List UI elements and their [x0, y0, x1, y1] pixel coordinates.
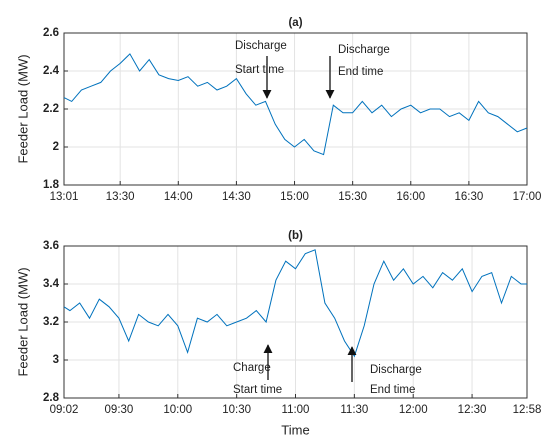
- y-tick-label: 3.4: [43, 278, 60, 290]
- data-line: [63, 249, 527, 358]
- data-line: [63, 53, 528, 156]
- annotation: Discharge: [338, 44, 390, 56]
- annotation: End time: [338, 66, 383, 78]
- x-tick-label: 10:30: [222, 404, 251, 416]
- x-tick-label: 09:30: [105, 404, 134, 416]
- y-tick-label: 1.8: [43, 179, 60, 191]
- axes-box: [63, 245, 528, 399]
- y-tick-label: 2.6: [43, 27, 59, 39]
- x-tick-label: 16:30: [454, 191, 483, 203]
- x-tick-label: 12:58: [513, 404, 542, 416]
- panel-title: (a): [288, 17, 302, 29]
- y-tick-label: 3.2: [43, 316, 59, 328]
- annotation: Discharge: [235, 40, 287, 52]
- y-tick-label: 2.2: [43, 103, 59, 115]
- panel-title: (b): [288, 230, 303, 242]
- annotation: Start time: [235, 64, 284, 76]
- y-tick-label: 2: [53, 141, 59, 153]
- annotation: Start time: [233, 384, 282, 396]
- x-tick-label: 12:30: [458, 404, 487, 416]
- y-axis-label: Feeder Load (MW): [15, 54, 30, 163]
- x-tick-label: 11:30: [340, 404, 368, 416]
- x-tick-label: 13:01: [50, 191, 79, 203]
- y-tick-label: 2.4: [43, 65, 60, 77]
- y-tick-label: 3.6: [43, 240, 59, 252]
- x-tick-label: 13:30: [106, 191, 135, 203]
- annotation: End time: [370, 384, 415, 396]
- annotation: Discharge: [370, 364, 422, 376]
- annotation: Charge: [233, 362, 271, 374]
- x-tick-label: 14:00: [164, 191, 193, 203]
- x-tick-label: 15:30: [338, 191, 367, 203]
- axes-box: [63, 32, 528, 186]
- y-axis-label: Feeder Load (MW): [15, 267, 30, 376]
- x-tick-label: 09:02: [50, 404, 79, 416]
- x-tick-label: 16:00: [396, 191, 425, 203]
- x-tick-label: 17:00: [513, 191, 542, 203]
- x-tick-label: 15:00: [280, 191, 309, 203]
- x-tick-label: 10:00: [163, 404, 192, 416]
- y-tick-label: 2.8: [43, 392, 60, 404]
- x-axis-label: Time: [281, 422, 309, 437]
- x-tick-label: 12:00: [399, 404, 428, 416]
- y-tick-label: 3: [53, 354, 59, 366]
- x-tick-label: 14:30: [222, 191, 251, 203]
- x-tick-label: 11:00: [282, 404, 310, 416]
